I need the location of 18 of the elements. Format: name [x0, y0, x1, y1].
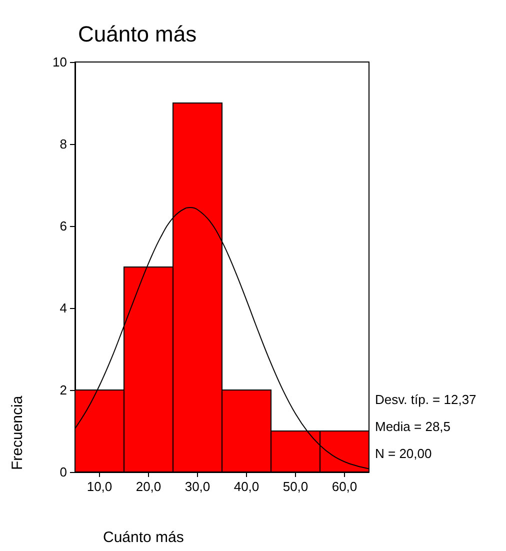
x-tick-label: 60,0 — [332, 479, 358, 494]
y-tick-label: 6 — [60, 218, 67, 234]
x-tick-label: 30,0 — [184, 479, 210, 494]
x-axis-title: Cuánto más — [103, 529, 184, 546]
x-tick-label: 20,0 — [136, 479, 162, 494]
x-tick-label: 50,0 — [282, 479, 308, 494]
chart-title: Cuánto más — [78, 22, 197, 46]
y-tick-label: 0 — [60, 464, 67, 480]
y-axis-title: Frecuencia — [9, 395, 26, 470]
text: Media = 28,5 — [375, 419, 451, 434]
x-tick-label: 10,0 — [86, 479, 112, 494]
text: N = 20,00 — [375, 446, 432, 461]
x-tick-label: 40,0 — [234, 479, 260, 494]
y-tick-label: 10 — [52, 54, 67, 70]
text: Desv. típ. = 12,37 — [375, 392, 476, 407]
y-tick-label: 4 — [60, 300, 67, 316]
y-tick-label: 8 — [60, 136, 67, 152]
y-tick-label: 2 — [60, 382, 67, 398]
